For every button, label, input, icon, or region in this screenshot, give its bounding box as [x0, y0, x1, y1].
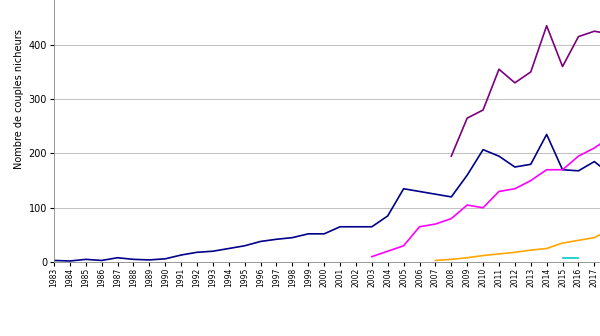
Population cravenne	[575, 169, 582, 173]
Population cravenne	[559, 168, 566, 172]
Population cravenne	[368, 225, 376, 229]
Population héraultaise	[527, 179, 535, 183]
Population cravenne	[209, 249, 217, 253]
Population cravenne	[193, 250, 200, 254]
Population héraultaise	[479, 206, 487, 210]
Population héraultaise	[464, 203, 471, 207]
Population française	[464, 116, 471, 120]
Population audoise	[527, 248, 535, 252]
Population cravenne	[511, 165, 518, 169]
Population héraultaise	[543, 168, 550, 172]
Population audoise	[511, 250, 518, 254]
Line: Population audoise: Population audoise	[436, 217, 600, 260]
Population cravenne	[289, 236, 296, 240]
Population audoise	[479, 254, 487, 258]
Population française	[479, 108, 487, 112]
Population cravenne	[384, 214, 391, 218]
Population cravenne	[178, 253, 185, 257]
Population cravenne	[225, 247, 232, 251]
Population cravenne	[479, 148, 487, 152]
Population cravenne	[50, 258, 58, 262]
Population cravenne	[82, 257, 89, 261]
Population française	[496, 67, 503, 71]
Population héraultaise	[559, 168, 566, 172]
Population cravenne	[496, 154, 503, 158]
Population héraultaise	[384, 249, 391, 253]
Population française	[543, 24, 550, 28]
Population héraultaise	[368, 255, 376, 259]
Population cravenne	[305, 232, 312, 236]
Population cravenne	[416, 190, 423, 194]
Population cravenne	[527, 162, 535, 166]
Population héraultaise	[575, 154, 582, 158]
Population cravenne	[273, 237, 280, 241]
Population audoise	[432, 258, 439, 262]
Population audoise	[496, 252, 503, 256]
Population héraultaise	[511, 187, 518, 191]
Population gardoise	[575, 256, 582, 260]
Population audoise	[591, 236, 598, 240]
Population cravenne	[98, 258, 105, 262]
Population audoise	[464, 256, 471, 260]
Line: Population cravenne: Population cravenne	[54, 134, 600, 261]
Population audoise	[543, 247, 550, 251]
Line: Population héraultaise: Population héraultaise	[372, 124, 600, 257]
Population française	[591, 29, 598, 33]
Population cravenne	[432, 192, 439, 196]
Population audoise	[448, 257, 455, 261]
Population française	[448, 154, 455, 158]
Population française	[559, 65, 566, 69]
Population héraultaise	[591, 146, 598, 150]
Population cravenne	[337, 225, 344, 229]
Line: Population française: Population française	[451, 0, 600, 156]
Population héraultaise	[448, 217, 455, 221]
Population française	[527, 70, 535, 74]
Population cravenne	[464, 173, 471, 177]
Population héraultaise	[432, 222, 439, 226]
Population française	[511, 81, 518, 85]
Population cravenne	[448, 195, 455, 199]
Population française	[575, 35, 582, 39]
Population cravenne	[352, 225, 359, 229]
Population audoise	[559, 241, 566, 245]
Population cravenne	[161, 257, 169, 261]
Population cravenne	[241, 244, 248, 248]
Population héraultaise	[400, 244, 407, 248]
Y-axis label: Nombre de couples nicheurs: Nombre de couples nicheurs	[14, 29, 25, 169]
Population cravenne	[130, 257, 137, 261]
Population gardoise	[559, 256, 566, 260]
Population audoise	[575, 238, 582, 242]
Population héraultaise	[416, 225, 423, 229]
Population cravenne	[320, 232, 328, 236]
Population cravenne	[591, 160, 598, 164]
Population héraultaise	[496, 190, 503, 194]
Population cravenne	[114, 256, 121, 260]
Population cravenne	[257, 240, 264, 244]
Population cravenne	[400, 187, 407, 191]
Population cravenne	[66, 259, 73, 263]
Population cravenne	[146, 258, 153, 262]
Population cravenne	[543, 132, 550, 136]
